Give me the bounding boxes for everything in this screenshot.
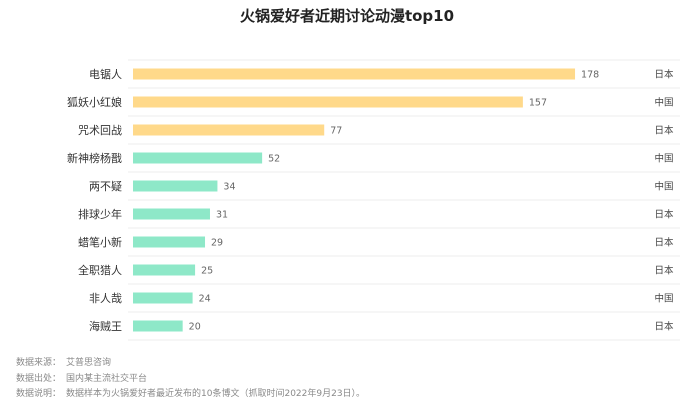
origin-label: 中国 [654, 181, 673, 193]
origin-label: 日本 [654, 209, 674, 221]
value-label: 77 [330, 126, 342, 137]
bar [133, 124, 325, 136]
chart-notes: 数据来源： 艾普思咨询 数据出处： 国内某主流社交平台 数据说明： 数据样本为火锅爱好… [16, 356, 365, 403]
value-label: 157 [529, 98, 547, 109]
value-label: 24 [199, 294, 211, 305]
value-label: 20 [189, 322, 201, 333]
category-label: 排球少年 [78, 207, 122, 221]
bar [133, 68, 576, 80]
category-label: 狐妖小红娘 [67, 95, 122, 109]
category-label: 新神榜杨戬 [67, 151, 122, 165]
bar [133, 152, 263, 164]
category-label: 全职猎人 [78, 263, 122, 277]
bar [133, 264, 196, 276]
origin-label: 中国 [654, 293, 673, 305]
value-label: 25 [201, 266, 213, 277]
category-label: 两不疑 [89, 180, 122, 193]
bar [133, 236, 206, 248]
origin-label: 日本 [654, 321, 674, 333]
category-label: 蜡笔小新 [78, 235, 122, 249]
bar [133, 292, 193, 304]
value-label: 52 [268, 154, 280, 165]
value-label: 31 [216, 210, 228, 221]
note-description: 数据说明： 数据样本为火锅爱好者最近发布的10条博文（抓取时间2022年9月23日… [16, 389, 366, 399]
origin-label: 日本 [654, 265, 674, 277]
category-label: 海贼王 [89, 319, 122, 333]
origin-label: 中国 [654, 153, 673, 165]
value-label: 29 [211, 238, 223, 249]
bar [133, 320, 183, 332]
category-label: 电锯人 [89, 67, 122, 81]
bar [133, 208, 210, 220]
category-label: 咒术回战 [78, 124, 122, 137]
note-source: 数据来源： 艾普思咨询 [16, 358, 112, 368]
value-label: 178 [581, 70, 599, 81]
value-label: 34 [223, 182, 235, 193]
origin-label: 日本 [654, 69, 674, 81]
bar [133, 180, 218, 192]
origin-label: 日本 [654, 237, 674, 249]
note-origin: 数据出处： 国内某主流社交平台 [16, 373, 148, 384]
category-label: 非人哉 [89, 291, 122, 305]
bar [133, 96, 523, 108]
origin-label: 中国 [654, 97, 673, 109]
origin-label: 日本 [654, 125, 674, 137]
chart-title: 火锅爱好者近期讨论动漫top10 [239, 7, 455, 25]
